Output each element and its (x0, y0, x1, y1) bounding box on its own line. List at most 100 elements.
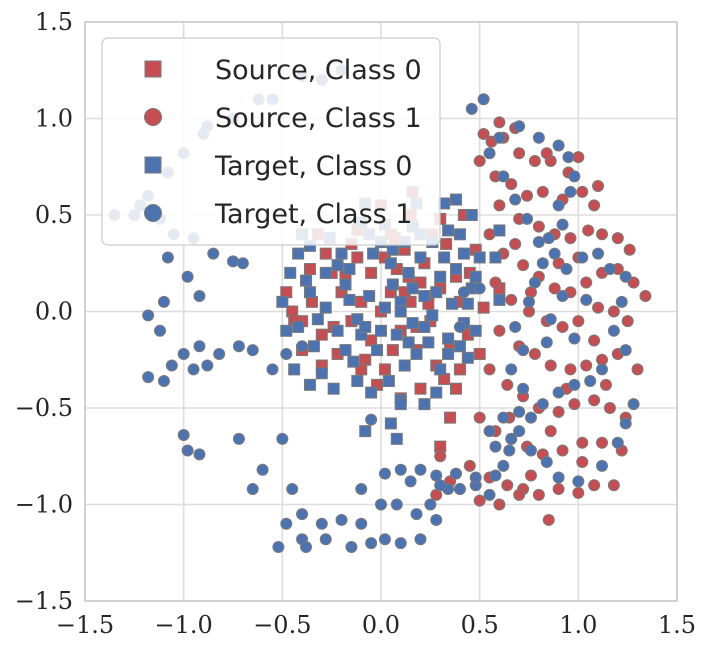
data-point-square (449, 382, 462, 395)
data-point-circle (434, 450, 447, 463)
data-point-circle (524, 469, 537, 482)
data-point-circle (157, 374, 170, 387)
data-point-circle (524, 444, 537, 457)
data-point-circle (607, 305, 620, 318)
data-point-circle (536, 398, 549, 411)
data-point-circle (193, 340, 206, 353)
data-point-square (351, 251, 364, 264)
data-point-square (442, 332, 455, 345)
data-point-circle (256, 463, 269, 476)
legend-marker-square (144, 60, 162, 78)
data-point-circle (548, 247, 561, 260)
data-point-square (453, 228, 466, 241)
data-point-circle (501, 479, 514, 492)
data-point-circle (542, 513, 555, 526)
data-point-circle (493, 498, 506, 511)
data-point-square (365, 386, 378, 399)
data-point-square (319, 301, 332, 314)
x-tick-label: −1.5 (56, 611, 114, 639)
data-point-circle (276, 432, 289, 445)
data-point-circle (596, 363, 609, 376)
data-point-square (442, 224, 455, 237)
data-point-circle (536, 257, 549, 270)
data-point-circle (556, 218, 569, 231)
data-point-circle (596, 459, 609, 472)
series-source-class-1 (430, 116, 652, 526)
data-point-square (402, 266, 415, 279)
data-point-square (355, 363, 368, 376)
data-point-circle (430, 513, 443, 526)
data-point-circle (489, 276, 502, 289)
data-point-circle (564, 185, 577, 198)
data-point-circle (580, 293, 593, 306)
data-point-square (473, 347, 486, 360)
data-point-square (378, 301, 391, 314)
data-point-circle (319, 533, 332, 546)
data-point-circle (453, 483, 466, 496)
data-point-circle (532, 488, 545, 501)
data-point-circle (473, 154, 486, 167)
data-point-circle (489, 469, 502, 482)
data-point-square (276, 295, 289, 308)
data-point-circle (227, 255, 239, 268)
data-point-circle (246, 483, 259, 496)
data-point-circle (552, 405, 565, 418)
data-point-circle (528, 276, 541, 289)
data-point-circle (300, 540, 313, 553)
data-point-circle (588, 199, 601, 212)
data-point-circle (483, 425, 496, 438)
y-tick-labels: −1.5 −1.0 −0.5 0.0 0.5 1.0 1.5 (15, 8, 73, 615)
data-point-circle (286, 483, 299, 496)
data-point-circle (266, 363, 279, 376)
data-point-square (489, 251, 502, 264)
data-point-square (418, 320, 431, 333)
data-point-circle (532, 220, 545, 233)
data-point-circle (404, 475, 417, 488)
data-point-circle (187, 363, 200, 376)
data-point-circle (375, 498, 387, 511)
data-point-circle (489, 440, 502, 453)
data-point-circle (592, 180, 605, 193)
data-point-circle (157, 295, 170, 308)
data-point-square (406, 317, 419, 330)
data-point-circle (619, 344, 632, 357)
data-point-circle (540, 147, 553, 160)
data-point-circle (177, 429, 190, 442)
data-point-circle (521, 212, 534, 225)
data-point-circle (390, 498, 403, 511)
data-point-square (477, 301, 490, 314)
data-point-circle (588, 394, 601, 407)
data-point-square (365, 266, 378, 279)
data-point-square (319, 247, 332, 260)
data-point-circle (556, 290, 569, 303)
data-point-square (426, 309, 439, 322)
data-point-square (331, 259, 344, 272)
data-point-square (493, 224, 506, 237)
legend: Source, Class 0 Source, Class 1 Target, Cl… (101, 37, 441, 246)
data-point-circle (497, 411, 510, 424)
data-point-square (402, 336, 415, 349)
data-point-circle (505, 432, 518, 445)
data-point-circle (509, 320, 522, 333)
data-point-circle (181, 270, 194, 283)
data-point-circle (394, 463, 407, 476)
data-point-square (414, 251, 427, 264)
data-point-square (390, 432, 403, 445)
data-point-square (351, 313, 364, 326)
legend-entry: Target, Class 0 (144, 151, 413, 182)
y-tick-label: −1.5 (15, 587, 73, 615)
data-point-circle (621, 315, 634, 328)
data-point-circle (564, 232, 577, 245)
data-point-circle (493, 324, 506, 337)
data-point-circle (315, 517, 328, 530)
data-point-circle (556, 320, 569, 333)
data-point-circle (473, 282, 486, 295)
data-point-square (422, 336, 435, 349)
data-point-circle (596, 436, 609, 449)
data-point-square (398, 359, 411, 372)
data-point-circle (193, 290, 206, 303)
data-point-circle (517, 382, 530, 395)
data-point-circle (509, 193, 522, 206)
y-tick-label: −1.0 (15, 491, 73, 519)
